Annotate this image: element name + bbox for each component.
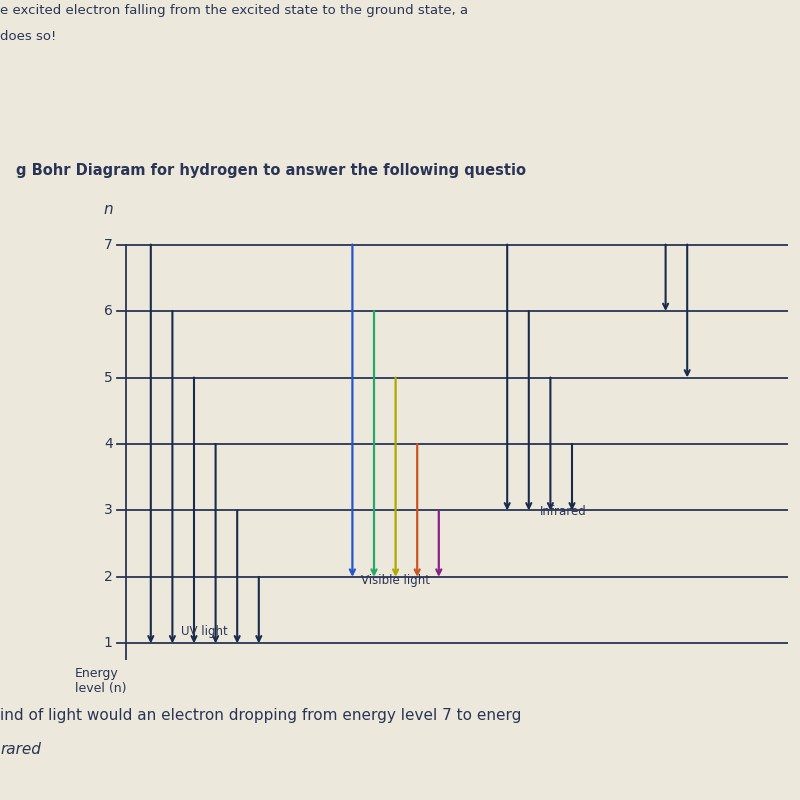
Text: does so!: does so! xyxy=(0,30,56,42)
Text: Visible light: Visible light xyxy=(361,574,430,587)
Text: 1: 1 xyxy=(104,636,113,650)
Text: 4: 4 xyxy=(104,437,113,451)
Text: 3: 3 xyxy=(104,503,113,518)
Text: Energy
level (n): Energy level (n) xyxy=(75,666,126,694)
Text: rared: rared xyxy=(0,742,41,758)
Text: 5: 5 xyxy=(104,370,113,385)
Text: g Bohr Diagram for hydrogen to answer the following questio: g Bohr Diagram for hydrogen to answer th… xyxy=(16,162,526,178)
Text: Infrared: Infrared xyxy=(539,506,586,518)
Text: UV light: UV light xyxy=(182,625,228,638)
Text: 2: 2 xyxy=(104,570,113,584)
Text: 6: 6 xyxy=(104,304,113,318)
Text: n: n xyxy=(103,202,113,217)
Text: e excited electron falling from the excited state to the ground state, a: e excited electron falling from the exci… xyxy=(0,4,468,17)
Text: 7: 7 xyxy=(104,238,113,251)
Text: ind of light would an electron dropping from energy level 7 to energ: ind of light would an electron dropping … xyxy=(0,708,522,723)
